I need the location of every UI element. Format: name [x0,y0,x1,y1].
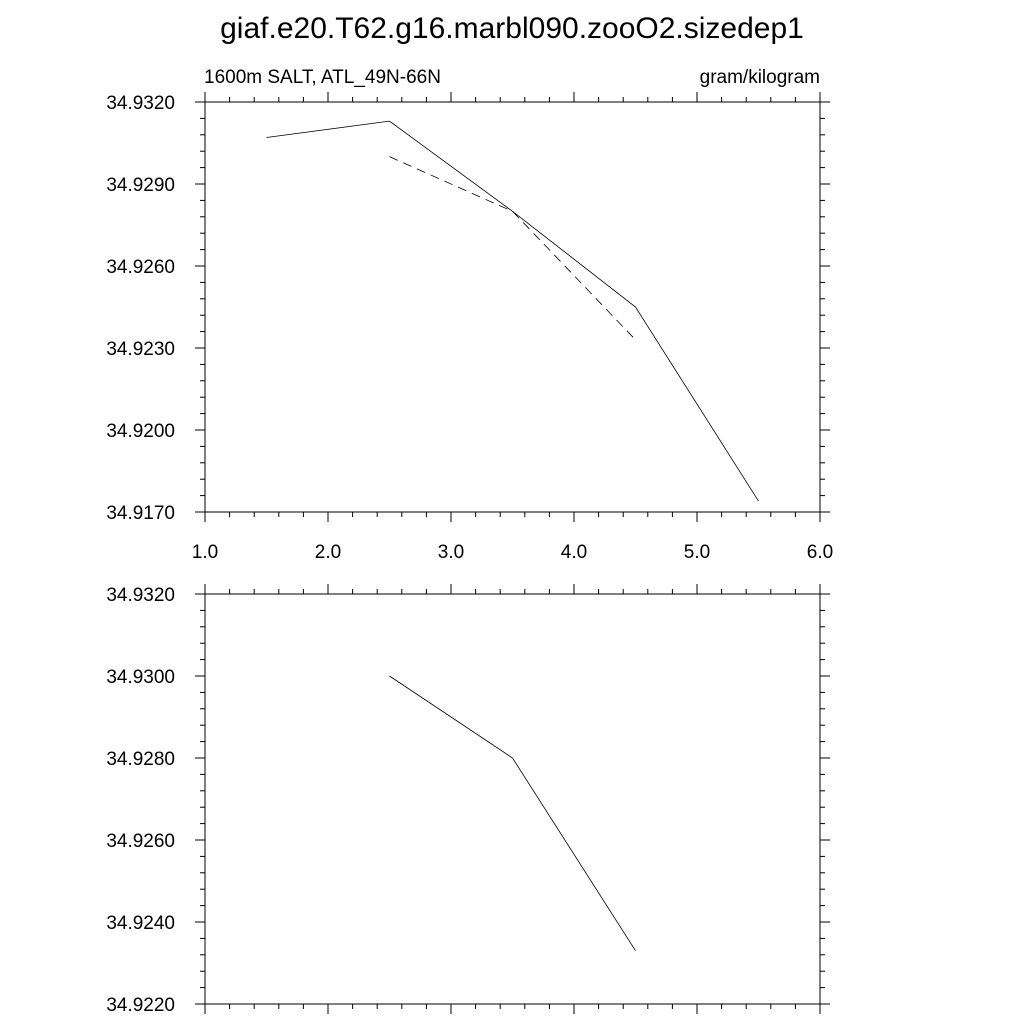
bottom-y-tick-label: 34.9300 [106,667,175,688]
top-x-tick-label: 5.0 [684,542,710,563]
top-x-tick-label: 3.0 [438,542,464,563]
bottom-series-group [389,675,636,951]
bottom-x-axis-ticks [204,584,821,1014]
figure-title: giaf.e20.T62.g16.marbl090.zooO2.sizedep1 [220,12,804,45]
top-y-tick-label: 34.9260 [106,257,175,278]
top-x-axis-ticks [204,92,821,522]
top-y-tick-label: 34.9320 [106,93,175,114]
top-x-tick-label: 1.0 [192,542,218,563]
bottom-y-tick-label: 34.9320 [106,585,175,606]
bottom-y-tick-label: 34.9240 [106,913,175,934]
bottom-y-tick-label: 34.9220 [106,995,175,1016]
top-y-tick-label: 34.9170 [106,503,175,524]
top-chart-subtitle-right: gram/kilogram [700,67,820,88]
top-x-tick-label: 4.0 [561,542,587,563]
bottom-y-tick-labels: 34.9220 34.9240 34.9260 34.9280 34.9300 34.93… [106,585,175,1016]
bottom-chart: 34.9220 34.9240 34.9260 34.9280 34.9300 34.93… [106,584,830,1016]
top-series-solid-line [266,120,759,502]
top-plot-frame [204,101,821,513]
top-x-tick-labels: 1.0 2.0 3.0 4.0 5.0 6.0 [192,542,833,563]
bottom-y-tick-label: 34.9280 [106,749,175,770]
top-y-axis-ticks [195,101,830,513]
top-series-group [266,120,759,502]
top-y-tick-labels: 34.9170 34.9200 34.9230 34.9260 34.9290 34.93… [106,93,175,524]
top-y-tick-label: 34.9200 [106,421,175,442]
bottom-y-axis-ticks [195,593,830,1005]
bottom-series-solid-line [389,675,636,951]
bottom-y-tick-label: 34.9260 [106,831,175,852]
top-x-tick-label: 6.0 [807,542,833,563]
top-chart-subtitle-left: 1600m SALT, ATL_49N-66N [204,67,441,88]
top-y-tick-label: 34.9290 [106,175,175,196]
top-chart: 1600m SALT, ATL_49N-66N gram/kilogram 1.… [106,67,833,563]
top-series-dashed-line [389,156,636,341]
top-y-tick-label: 34.9230 [106,339,175,360]
top-x-tick-label: 2.0 [315,542,341,563]
bottom-plot-frame [204,593,821,1005]
